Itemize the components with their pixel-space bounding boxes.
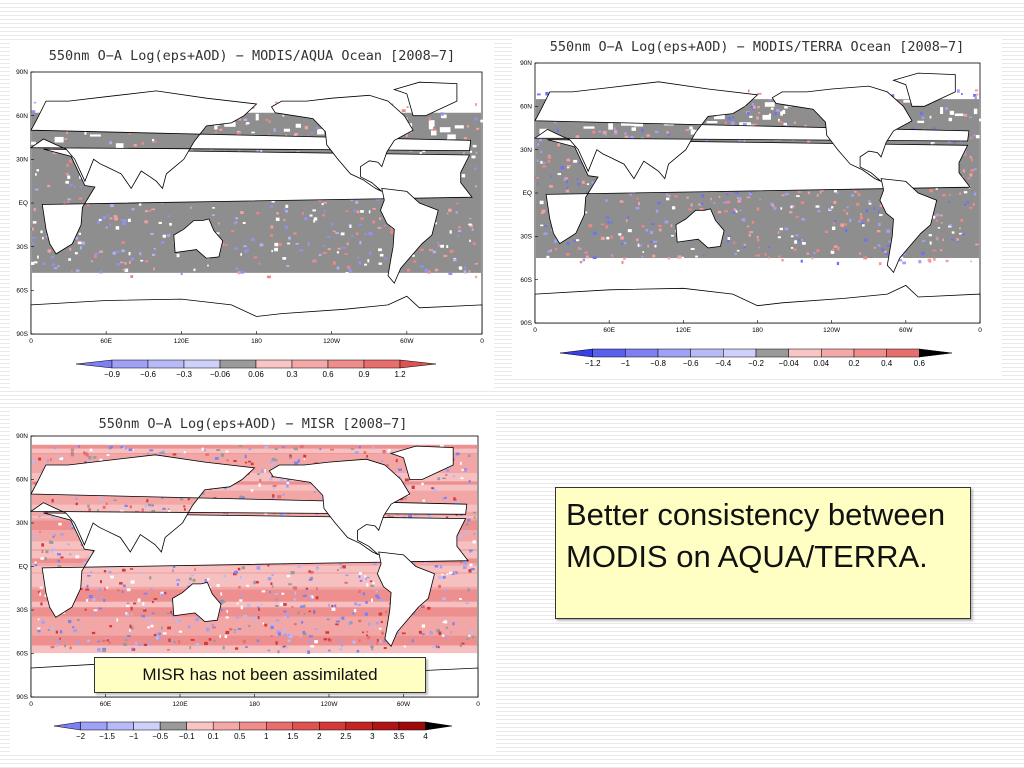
colorbar-tick-label: −0.4 xyxy=(715,359,731,368)
lon-tick-label: 60W xyxy=(397,701,411,708)
colorbar: −0.9 −0.6 −0.3 −0.06 0.06 0.3 0.6 0.9 1.2 xyxy=(75,359,437,379)
lon-tick-label: 0 xyxy=(29,338,33,345)
aqua-map-title: 550nm O−A Log(eps+AOD) − MODIS/AQUA Ocea… xyxy=(48,48,456,64)
colorbar-tick-label: −0.6 xyxy=(140,370,156,379)
colorbar-tick-label: 2 xyxy=(317,732,322,741)
terra-map-title: 550nm O−A Log(eps+AOD) − MODIS/TERRA Oce… xyxy=(549,39,965,55)
lon-tick-label: 120E xyxy=(172,701,188,708)
lon-tick-label: 60W xyxy=(400,338,414,345)
conclusion-box: Better consistency between MODIS on AQUA… xyxy=(555,487,971,619)
lon-tick-label: 120W xyxy=(321,701,339,708)
colorbar-tick-label: −1.5 xyxy=(99,732,115,741)
colorbar-tick-label: −0.6 xyxy=(683,359,699,368)
colorbar-tick-label: 0.4 xyxy=(881,359,893,368)
colorbar-tick-label: 0.6 xyxy=(322,370,334,379)
lat-tick-label: 90N xyxy=(16,69,28,76)
colorbar-tick-label: 0.5 xyxy=(234,732,246,741)
misr-note: MISR has not been assimilated xyxy=(94,657,426,693)
conclusion-text: Better consistency between MODIS on AQUA… xyxy=(566,497,946,574)
colorbar-tick-label: 0.2 xyxy=(848,359,860,368)
lon-tick-label: 60E xyxy=(100,701,112,708)
lat-tick-label: 60S xyxy=(520,277,532,284)
lon-tick-label: 0 xyxy=(476,701,480,708)
lon-tick-label: 0 xyxy=(533,327,537,334)
colorbar-tick-label: −0.9 xyxy=(104,370,120,379)
lat-tick-label: EQ xyxy=(523,190,532,197)
colorbar-tick-label: 1.2 xyxy=(394,370,406,379)
lat-tick-label: 30S xyxy=(520,234,532,241)
colorbar: −2 −1.5 −1 −0.5 −0.1 0.1 0.5 1 1.5 2 2.5 3 3.5 4 xyxy=(53,721,453,741)
colorbar-tick-label: 0.6 xyxy=(914,359,926,368)
colorbar-tick-label: 3 xyxy=(370,732,375,741)
lat-tick-label: 60N xyxy=(520,104,532,111)
lat-tick-label: 30N xyxy=(16,157,28,164)
lon-tick-label: 120E xyxy=(676,327,692,334)
aqua-panel: 550nm O−A Log(eps+AOD) − MODIS/AQUA Ocea… xyxy=(10,40,494,388)
colorbar-tick-label: −1.2 xyxy=(585,359,601,368)
lat-tick-label: 60S xyxy=(16,288,28,295)
colorbar-tick-label: 2.5 xyxy=(340,732,352,741)
colorbar-tick-label: −0.06 xyxy=(210,370,231,379)
lon-tick-label: 120E xyxy=(174,338,190,345)
lat-tick-label: 90N xyxy=(520,60,532,67)
colorbar-tick-label: −1 xyxy=(621,359,631,368)
colorbar: −1.2 −1 −0.8 −0.6 −0.4 −0.2 −0.04 0.04 0.2 0.4 0.6 xyxy=(559,348,953,368)
lat-tick-label: 90S xyxy=(16,331,28,338)
colorbar-tick-label: −0.04 xyxy=(779,359,800,368)
lon-tick-label: 120W xyxy=(823,327,841,334)
lat-tick-label: EQ xyxy=(19,564,28,571)
colorbar-tick-label: 0.3 xyxy=(286,370,298,379)
lat-tick-label: 60N xyxy=(16,113,28,120)
lat-tick-label: 90S xyxy=(16,694,28,701)
colorbar-tick-label: 0.04 xyxy=(814,359,830,368)
colorbar-tick-label: −0.8 xyxy=(650,359,666,368)
lon-tick-label: 60W xyxy=(899,327,913,334)
coastlines xyxy=(533,72,981,324)
colorbar-tick-label: 0.06 xyxy=(248,370,264,379)
lon-tick-label: 0 xyxy=(978,327,982,334)
lon-tick-label: 0 xyxy=(29,701,33,708)
lat-tick-label: 30N xyxy=(520,147,532,154)
colorbar-tick-label: −1 xyxy=(129,732,139,741)
lat-tick-label: EQ xyxy=(19,200,28,207)
colorbar-tick-label: 1 xyxy=(264,732,269,741)
lat-tick-label: 90S xyxy=(520,320,532,327)
lon-tick-label: 60E xyxy=(100,338,112,345)
lat-tick-label: 60N xyxy=(16,477,28,484)
colorbar-tick-label: −2 xyxy=(76,732,86,741)
terra-panel: 550nm O−A Log(eps+AOD) − MODIS/TERRA Oce… xyxy=(512,36,1002,376)
colorbar-tick-label: 0.1 xyxy=(208,732,220,741)
colorbar-tick-label: −0.5 xyxy=(152,732,168,741)
misr-panel: 550nm O−A Log(eps+AOD) − MISR [2008−7] 9… xyxy=(10,408,496,752)
colorbar-tick-label: 4 xyxy=(423,732,428,741)
misr-map-title: 550nm O−A Log(eps+AOD) − MISR [2008−7] xyxy=(98,416,408,432)
lat-tick-label: 30S xyxy=(16,244,28,251)
lon-tick-label: 180 xyxy=(752,327,763,334)
lat-tick-label: 30S xyxy=(16,607,28,614)
coastlines xyxy=(29,81,483,335)
colorbar-tick-label: 1.5 xyxy=(287,732,299,741)
colorbar-tick-label: 0.9 xyxy=(358,370,370,379)
misr-note-text: MISR has not been assimilated xyxy=(142,665,378,684)
colorbar-tick-label: −0.1 xyxy=(179,732,195,741)
lon-tick-label: 180 xyxy=(251,338,262,345)
colorbar-tick-label: −0.2 xyxy=(748,359,764,368)
lon-tick-label: 0 xyxy=(480,338,484,345)
lon-tick-label: 120W xyxy=(323,338,341,345)
colorbar-tick-label: −0.3 xyxy=(176,370,192,379)
lon-tick-label: 60E xyxy=(603,327,615,334)
lon-tick-label: 180 xyxy=(249,701,260,708)
lat-tick-label: 60S xyxy=(16,651,28,658)
lat-tick-label: 90N xyxy=(16,433,28,440)
lat-tick-label: 30N xyxy=(16,520,28,527)
colorbar-tick-label: 3.5 xyxy=(393,732,405,741)
